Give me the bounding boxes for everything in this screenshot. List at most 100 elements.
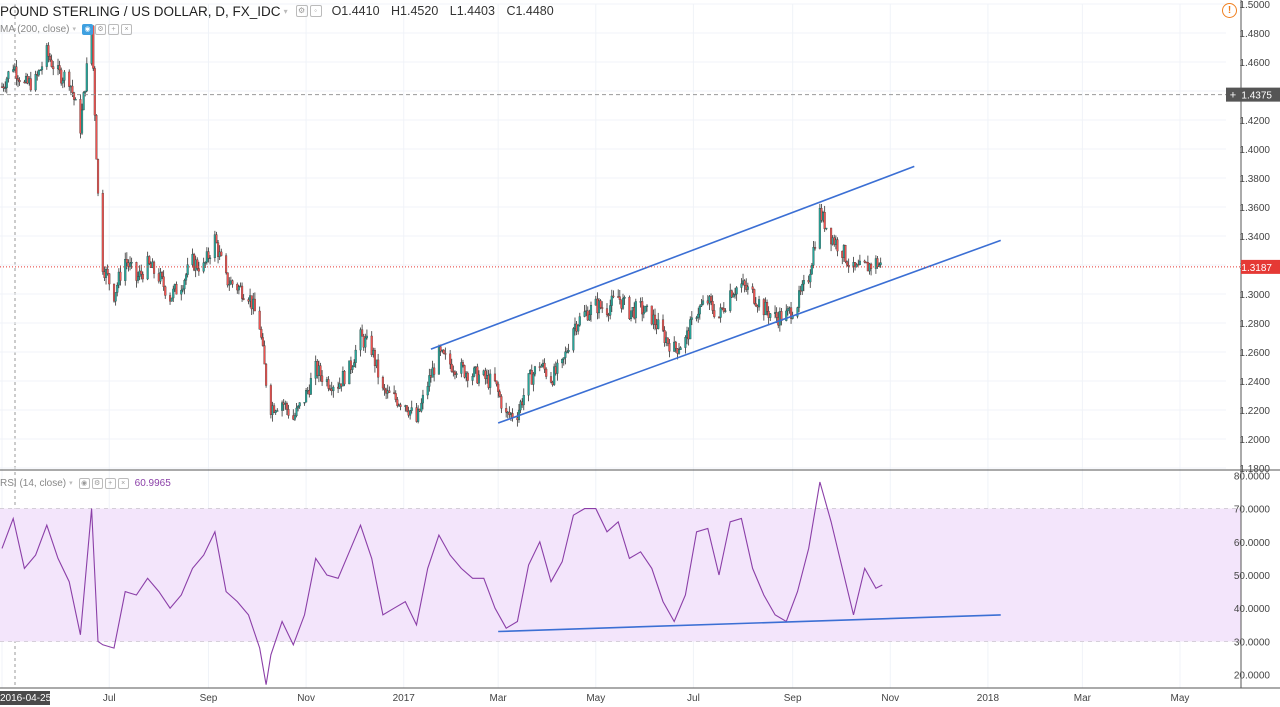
candle-body bbox=[729, 290, 732, 311]
candle-body bbox=[237, 286, 240, 291]
candle-body bbox=[466, 372, 469, 381]
candle-body bbox=[644, 305, 647, 313]
candle-body bbox=[85, 63, 88, 92]
candle-body bbox=[209, 257, 212, 260]
candle-body bbox=[495, 380, 498, 385]
candle-body bbox=[417, 408, 420, 422]
candle-body bbox=[152, 261, 156, 274]
candle-body bbox=[29, 78, 32, 91]
candle-body bbox=[361, 329, 364, 337]
candle-body bbox=[460, 362, 463, 374]
candle-body bbox=[220, 251, 223, 256]
candle-body bbox=[527, 373, 530, 396]
candle-body bbox=[663, 330, 666, 343]
price-tick-label: 1.4800 bbox=[1239, 29, 1270, 40]
candle-body bbox=[399, 404, 402, 407]
settings-icon[interactable]: ⚙ bbox=[295, 5, 308, 17]
candle-body bbox=[709, 296, 713, 302]
candle-body bbox=[621, 298, 625, 309]
candle-body bbox=[47, 45, 50, 57]
channel-trendline[interactable] bbox=[497, 239, 1001, 424]
candle-body bbox=[572, 328, 575, 351]
candle-body bbox=[114, 292, 117, 302]
rsi-close-icon[interactable]: × bbox=[117, 477, 129, 489]
candle-body bbox=[71, 85, 74, 93]
candle-body bbox=[802, 280, 805, 285]
candle-body bbox=[420, 402, 423, 412]
candle-body bbox=[263, 345, 266, 365]
candle-body bbox=[690, 317, 693, 320]
alert-icon[interactable]: ! bbox=[1222, 3, 1237, 18]
candle-body bbox=[353, 362, 356, 368]
candle-body bbox=[698, 306, 701, 315]
symbol-title[interactable]: POUND STERLING / US DOLLAR, D, FX_IDC bbox=[0, 3, 281, 19]
rsi-tick-label: 70.0000 bbox=[1234, 505, 1271, 516]
candle-body bbox=[92, 25, 95, 69]
date-tag bbox=[0, 691, 50, 705]
candle-body bbox=[164, 286, 167, 296]
candle-body bbox=[405, 405, 408, 412]
candle-body bbox=[769, 313, 772, 318]
trendlines[interactable] bbox=[430, 165, 1001, 633]
candle-body bbox=[634, 301, 637, 319]
candle-body bbox=[505, 408, 508, 413]
candle-body bbox=[549, 376, 553, 383]
candle-body bbox=[751, 286, 754, 290]
candle-body bbox=[319, 365, 322, 377]
ma-close-icon[interactable]: × bbox=[121, 23, 132, 35]
ma-label[interactable]: MA (200, close) bbox=[0, 23, 70, 35]
candle-body bbox=[732, 294, 735, 298]
crosshair-plus-icon[interactable]: + bbox=[1230, 90, 1236, 102]
symbol-dropdown-icon[interactable]: ▾ bbox=[283, 6, 288, 16]
hide-icon[interactable]: ◦ bbox=[309, 5, 322, 17]
rsi-visibility-icon[interactable]: ◉ bbox=[78, 477, 90, 489]
channel-trendline[interactable] bbox=[430, 165, 915, 350]
candle-body bbox=[697, 313, 700, 318]
ma-visibility-icon[interactable]: ◉ bbox=[82, 23, 93, 35]
candle-body bbox=[170, 297, 173, 302]
rsi-trendline[interactable] bbox=[498, 614, 1001, 633]
candle-body bbox=[52, 66, 55, 70]
candle-body bbox=[141, 274, 144, 280]
candle-body bbox=[364, 337, 367, 348]
candle-body bbox=[674, 341, 677, 349]
high-value: H1.4520 bbox=[391, 4, 439, 18]
candle-body bbox=[765, 302, 769, 312]
rsi-settings-icon[interactable]: ⚙ bbox=[91, 477, 103, 489]
candle-body bbox=[135, 262, 138, 281]
candle-body bbox=[321, 375, 324, 382]
candle-body bbox=[746, 286, 749, 290]
candle-body bbox=[645, 305, 649, 308]
candle-body bbox=[610, 295, 613, 306]
candle-body bbox=[666, 337, 669, 344]
candle-body bbox=[260, 329, 263, 338]
candle-body bbox=[196, 259, 199, 269]
rsi-dropdown-icon[interactable]: ▾ bbox=[69, 480, 73, 487]
ma-more-icon[interactable]: + bbox=[108, 23, 119, 35]
candle-body bbox=[463, 365, 466, 378]
candle-body bbox=[757, 299, 761, 308]
candle-body bbox=[287, 409, 290, 416]
price-tick-label: 1.2000 bbox=[1239, 435, 1270, 446]
candle-body bbox=[183, 280, 186, 290]
candle-body bbox=[351, 366, 354, 370]
ma-settings-icon[interactable]: ⚙ bbox=[95, 23, 106, 35]
candle-body bbox=[879, 262, 882, 265]
candle-body bbox=[668, 343, 671, 352]
candle-body bbox=[106, 268, 109, 274]
candle-body bbox=[96, 159, 100, 194]
last-price-tag bbox=[1241, 259, 1280, 274]
candle-body bbox=[128, 262, 132, 267]
candle-body bbox=[261, 337, 264, 346]
candle-body bbox=[870, 263, 873, 269]
candle-body bbox=[226, 272, 229, 286]
candle-body bbox=[359, 329, 362, 351]
rsi-label[interactable]: RSI (14, close) bbox=[0, 477, 67, 489]
rsi-more-icon[interactable]: + bbox=[104, 477, 116, 489]
candle-body bbox=[383, 387, 386, 391]
ma-dropdown-icon[interactable]: ▾ bbox=[72, 26, 76, 33]
candle-body bbox=[297, 405, 300, 409]
candle-body bbox=[629, 310, 633, 320]
